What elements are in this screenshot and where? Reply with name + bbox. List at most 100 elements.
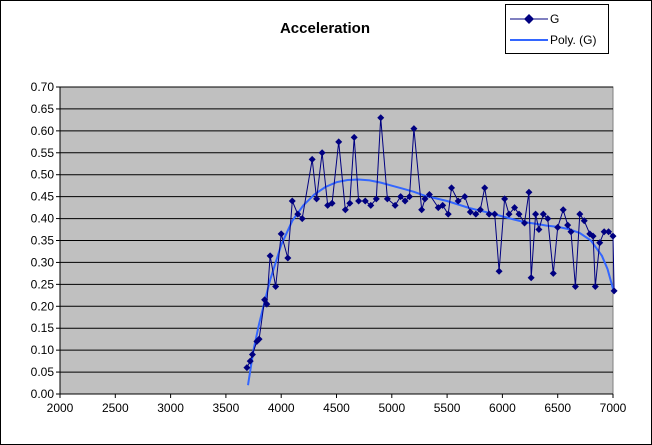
data-point-g <box>346 199 354 207</box>
data-point-g <box>421 195 429 203</box>
data-point-g <box>491 210 499 218</box>
data-point-g <box>439 201 447 209</box>
y-tick-label: 0.05 <box>31 365 55 379</box>
data-point-g <box>521 219 529 227</box>
legend-item-poly: Poly. (G) <box>506 30 608 50</box>
data-point-g <box>263 300 271 308</box>
data-point-g <box>559 206 567 214</box>
data-point-g <box>405 193 413 201</box>
data-point-g <box>454 197 462 205</box>
data-point-g <box>294 210 302 218</box>
data-point-g <box>481 184 489 192</box>
data-point-g <box>525 188 533 196</box>
y-tick-label: 0.25 <box>31 277 55 291</box>
data-point-g <box>589 232 597 240</box>
data-point-g <box>308 155 316 163</box>
data-point-g <box>377 114 385 122</box>
data-point-g <box>255 335 263 343</box>
data-point-g <box>600 228 608 236</box>
data-point-g <box>549 269 557 277</box>
y-tick-label: 0.50 <box>31 168 55 182</box>
data-point-g <box>515 210 523 218</box>
data-point-g <box>567 228 575 236</box>
y-tick-label: 0.30 <box>31 255 55 269</box>
data-point-g <box>571 283 579 291</box>
data-point-g <box>591 283 599 291</box>
axes: 0.00 0.05 0.10 0.15 0.20 0.25 0.30 0.35 0.40 0.45… <box>31 80 627 415</box>
data-point-g <box>246 357 254 365</box>
legend-item-g: G <box>506 9 608 29</box>
legend: G Poly. (G) <box>505 4 609 54</box>
data-point-g <box>391 201 399 209</box>
data-point-g <box>355 197 363 205</box>
data-point-g <box>554 223 562 231</box>
y-tick-label: 0.60 <box>31 124 55 138</box>
x-tick-label: 6500 <box>544 401 571 415</box>
data-point-g <box>535 226 543 234</box>
data-point-g <box>248 351 256 359</box>
data-point-g <box>418 206 426 214</box>
data-point-g <box>401 197 409 205</box>
data-point-g <box>448 184 456 192</box>
y-tick-label: 0.55 <box>31 146 55 160</box>
x-tick-label: 4000 <box>268 401 295 415</box>
data-point-g <box>472 210 480 218</box>
data-point-g <box>596 239 604 247</box>
x-tick-label: 4500 <box>323 401 350 415</box>
data-point-g <box>609 232 617 240</box>
legend-line-icon <box>510 39 548 41</box>
data-point-g <box>605 228 613 236</box>
legend-label-poly: Poly. (G) <box>550 33 597 47</box>
y-tick-label: 0.40 <box>31 212 55 226</box>
legend-label-g: G <box>550 12 560 26</box>
legend-diamond-marker-icon <box>510 14 548 24</box>
data-point-g <box>277 230 285 238</box>
data-point-g <box>576 210 584 218</box>
data-point-g <box>335 138 343 146</box>
x-tick-label: 2000 <box>47 401 74 415</box>
data-point-g <box>318 149 326 157</box>
y-tick-label: 0.10 <box>31 343 55 357</box>
data-point-g <box>532 210 540 218</box>
x-tick-label: 5000 <box>378 401 405 415</box>
data-point-g <box>367 201 375 209</box>
data-point-g <box>284 254 292 262</box>
data-point-g <box>298 215 306 223</box>
data-point-g <box>511 204 519 212</box>
data-point-g <box>372 195 380 203</box>
series-g <box>243 114 618 372</box>
data-point-g <box>461 193 469 201</box>
data-point-g <box>361 197 369 205</box>
data-point-g <box>495 267 503 275</box>
data-point-g <box>544 215 552 223</box>
data-point-g <box>564 221 572 229</box>
data-point-g <box>288 197 296 205</box>
y-tick-label: 0.65 <box>31 102 55 116</box>
data-point-g <box>505 210 513 218</box>
data-point-g <box>501 195 509 203</box>
data-point-g <box>466 208 474 216</box>
grid-lines <box>60 86 613 373</box>
data-point-g <box>313 195 321 203</box>
x-tick-label: 7000 <box>600 401 627 415</box>
y-tick-label: 0.45 <box>31 190 55 204</box>
data-point-g <box>425 190 433 198</box>
y-tick-label: 0.15 <box>31 321 55 335</box>
y-tick-label: 0.00 <box>31 387 55 401</box>
data-point-g <box>444 210 452 218</box>
data-point-g <box>580 217 588 225</box>
data-point-g <box>610 287 618 295</box>
chart-title: Acceleration <box>279 20 371 37</box>
data-point-g <box>266 252 274 260</box>
data-point-g <box>397 193 405 201</box>
data-point-g <box>341 206 349 214</box>
x-tick-label: 3000 <box>157 401 184 415</box>
data-point-g <box>410 125 418 133</box>
x-tick-label: 2500 <box>102 401 129 415</box>
data-point-g <box>539 210 547 218</box>
x-tick-label: 6000 <box>489 401 516 415</box>
data-point-g <box>383 195 391 203</box>
data-point-g <box>527 274 535 282</box>
y-tick-label: 0.70 <box>31 80 55 94</box>
